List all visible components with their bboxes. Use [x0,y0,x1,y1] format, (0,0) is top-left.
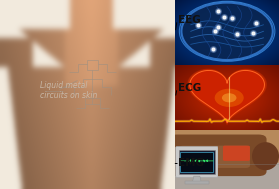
Polygon shape [193,176,201,182]
Text: EMG: EMG [178,159,204,168]
Bar [181,152,213,172]
FancyBboxPatch shape [176,146,218,177]
FancyBboxPatch shape [169,135,266,176]
FancyBboxPatch shape [179,146,250,168]
Ellipse shape [181,3,273,60]
Text: ECG: ECG [178,83,201,93]
Polygon shape [189,70,265,123]
FancyBboxPatch shape [223,146,250,161]
Bar [179,150,215,174]
Text: EEG: EEG [178,15,201,25]
Ellipse shape [222,93,236,102]
Ellipse shape [252,142,279,170]
Polygon shape [188,69,266,124]
Bar [185,181,209,184]
Polygon shape [190,70,264,123]
Text: Liquid metal
circuits on skin: Liquid metal circuits on skin [40,81,97,100]
Ellipse shape [215,89,244,107]
